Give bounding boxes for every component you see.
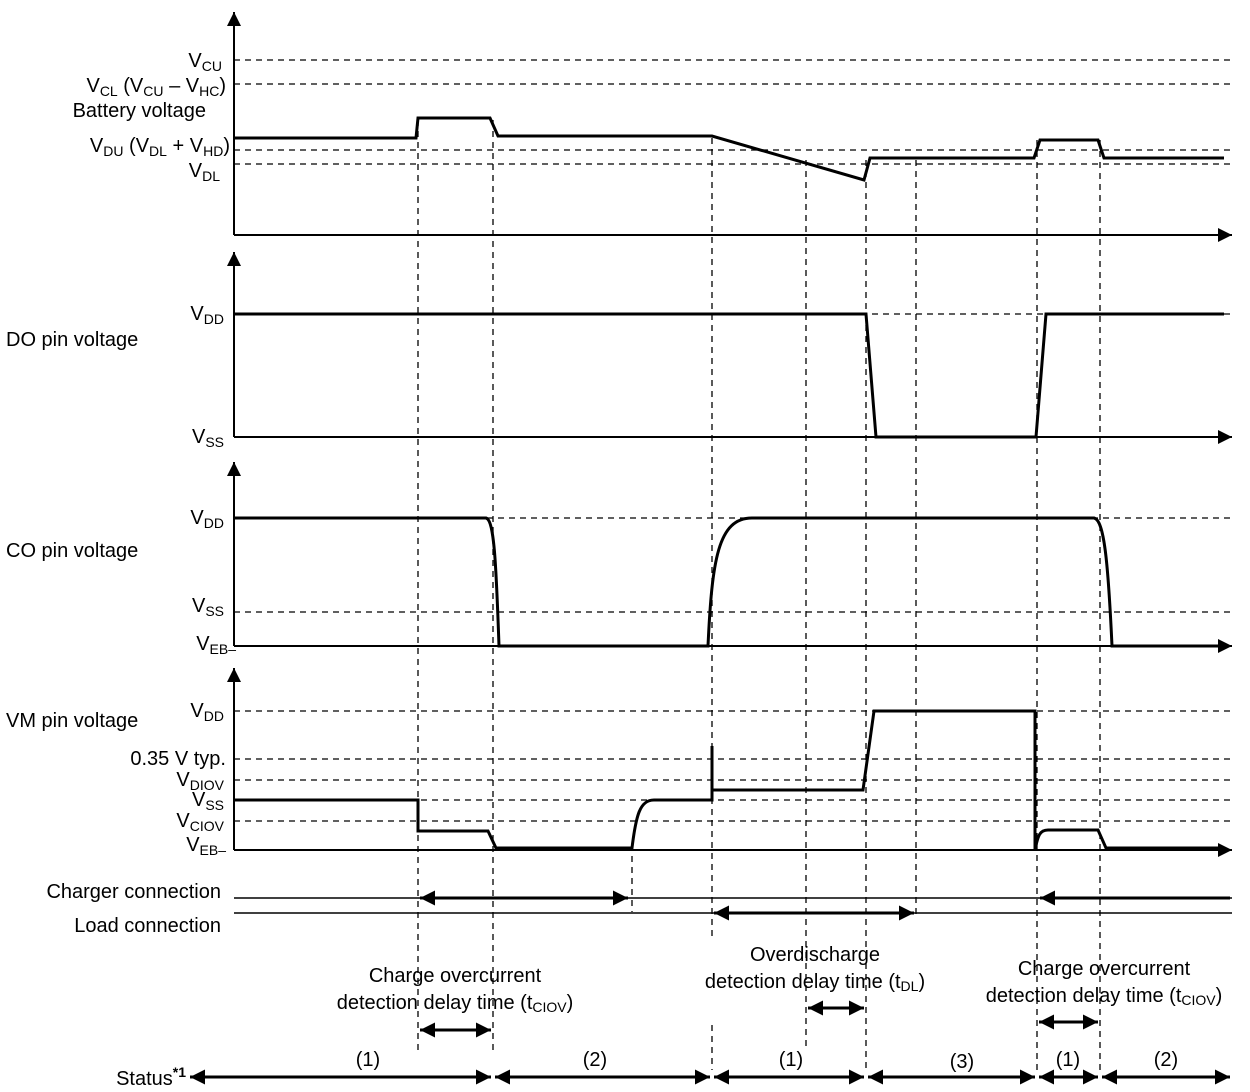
vcl-label: VCL (VCU – VHC) [86, 75, 226, 99]
vdu-label: VDU (VDL + VHD) [90, 135, 230, 159]
co-veb-label: VEB– [196, 633, 236, 657]
vcu-label: VCU [188, 50, 222, 74]
charge-delay-2-line1: Charge overcurrent [1018, 958, 1191, 980]
co-vdd-label: VDD [190, 507, 224, 531]
overdischarge-delay-line2: detection delay time (tDL) [705, 971, 925, 994]
do-pin-title: DO pin voltage [6, 329, 138, 351]
vm-pin-title: VM pin voltage [6, 710, 138, 732]
vm-vss-label: VSS [192, 789, 224, 813]
do-vdd-label: VDD [190, 303, 224, 327]
co-pin-title: CO pin voltage [6, 540, 138, 562]
status-row: Status*1 (1) (2) (1) (3) (1) (2) [116, 1049, 1230, 1090]
connections: Charger connection Load connection [46, 881, 1232, 937]
status-segment-6: (2) [1154, 1049, 1178, 1071]
vm-typ-label: 0.35 V typ. [130, 748, 226, 770]
vm-pin-waveform [234, 709, 1224, 851]
charge-delay-1-line1: Charge overcurrent [369, 965, 542, 987]
vm-vdiov-label: VDIOV [176, 769, 224, 793]
load-connection-label: Load connection [74, 915, 221, 937]
charge-delay-2-line2: detection delay time (tCIOV) [986, 985, 1223, 1008]
vdl-label: VDL [189, 160, 220, 184]
delay-annotations: Charge overcurrent detection delay time … [337, 944, 1223, 1038]
co-vss-label: VSS [192, 595, 224, 619]
co-pin-panel: VDD CO pin voltage VSS VEB– [6, 462, 1232, 657]
status-segment-5: (1) [1056, 1049, 1080, 1071]
vm-vdd-label: VDD [190, 700, 224, 724]
overdischarge-delay-line1: Overdischarge [750, 944, 880, 966]
vm-veb-label: VEB– [186, 834, 226, 858]
battery-voltage-title: Battery voltage [73, 100, 206, 122]
do-vss-label: VSS [192, 426, 224, 450]
vm-vciov-label: VCIOV [176, 810, 224, 834]
co-pin-waveform [234, 516, 1224, 648]
vm-pin-panel: VDD VM pin voltage 0.35 V typ. VDIOV VSS… [6, 668, 1232, 858]
battery-voltage-waveform [234, 116, 1224, 182]
status-segment-3: (1) [779, 1049, 803, 1071]
status-label: Status*1 [116, 1064, 186, 1090]
charger-connection-label: Charger connection [46, 881, 221, 903]
do-pin-panel: VDD DO pin voltage VSS [6, 252, 1232, 450]
status-segment-1: (1) [356, 1049, 380, 1071]
do-pin-waveform [234, 312, 1224, 439]
status-segment-2: (2) [583, 1049, 607, 1071]
status-segment-4: (3) [950, 1051, 974, 1073]
charge-delay-1-line2: detection delay time (tCIOV) [337, 992, 574, 1015]
event-lines [417, 120, 1101, 1070]
battery-voltage-panel: VCU VCL (VCU – VHC) Battery voltage VDU … [73, 12, 1232, 242]
